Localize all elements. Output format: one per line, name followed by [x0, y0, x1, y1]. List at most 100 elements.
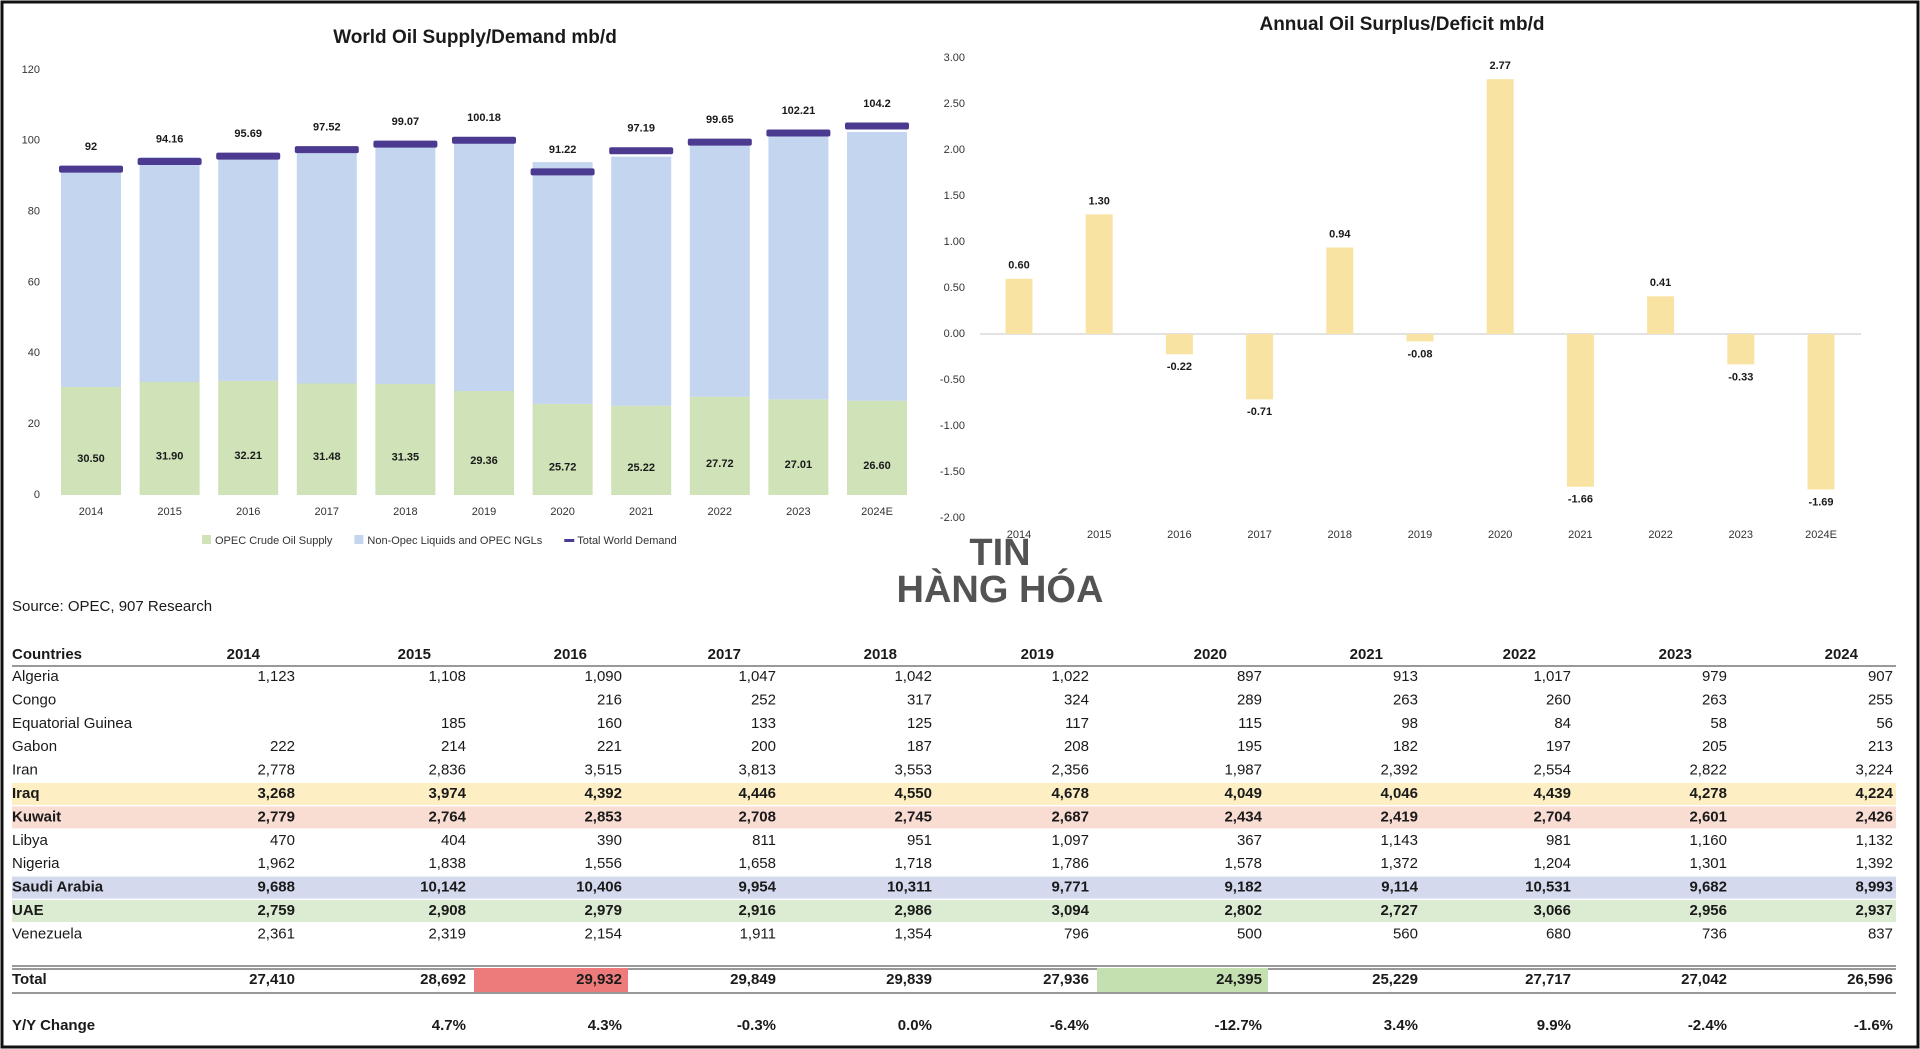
- bar: [1566, 334, 1594, 487]
- table-cell: 260: [1546, 691, 1571, 708]
- table-cell: 1,132: [1855, 832, 1893, 849]
- bar: [1246, 334, 1274, 400]
- data-label: 92: [85, 141, 97, 153]
- table-cell: 1,556: [584, 855, 622, 872]
- demand-marker: [687, 138, 752, 146]
- table-cell: 1,301: [1689, 855, 1727, 872]
- table-cell: 4,049: [1224, 785, 1262, 802]
- data-label: 97.52: [313, 122, 341, 134]
- bar-segment: [61, 386, 121, 495]
- table-cell: Congo: [12, 691, 56, 708]
- table-cell: 1,160: [1689, 832, 1727, 849]
- table-cell: 2,778: [257, 762, 295, 779]
- table-cell: 205: [1702, 738, 1727, 755]
- y-tick-label: 40: [28, 347, 40, 359]
- table-cell: 9,688: [257, 879, 295, 896]
- table-cell: 255: [1868, 691, 1893, 708]
- bar: [1486, 79, 1514, 334]
- data-label: 30.50: [77, 453, 105, 465]
- table-cell: 2,802: [1224, 902, 1262, 919]
- table-cell: 58: [1710, 715, 1727, 732]
- table-cell: Y/Y Change: [12, 1017, 95, 1034]
- data-label: 26.60: [863, 460, 891, 472]
- table-cell: 263: [1393, 691, 1418, 708]
- table-cell: 4,439: [1533, 785, 1571, 802]
- table-cell: 4.7%: [432, 1017, 466, 1034]
- data-label: 91.22: [549, 144, 577, 156]
- table-cell: 2,759: [257, 902, 295, 919]
- data-label: 100.18: [467, 112, 501, 124]
- y-tick-label: -2.00: [940, 512, 965, 524]
- demand-marker: [766, 129, 831, 137]
- bar-segment: [375, 383, 436, 495]
- table-cell: 2,601: [1689, 808, 1727, 825]
- table-cell: 27,717: [1525, 971, 1571, 988]
- bar-segment: [768, 134, 829, 400]
- x-tick-label: 2017: [315, 506, 339, 518]
- x-tick-label: 2024E: [1805, 529, 1837, 541]
- table-cell: 27,936: [1043, 971, 1089, 988]
- data-label: 1.30: [1088, 195, 1109, 207]
- table-cell: 470: [270, 832, 295, 849]
- table-cell: 680: [1546, 925, 1571, 942]
- y-tick-label: 1.00: [944, 236, 965, 248]
- bar-segment: [454, 140, 514, 392]
- table-cell: 26,596: [1847, 971, 1893, 988]
- table-cell: 1,372: [1380, 855, 1418, 872]
- demand-marker: [137, 158, 202, 166]
- table-cell: 1,123: [257, 668, 295, 685]
- table-cell: 3,094: [1051, 902, 1089, 919]
- table-cell: 216: [597, 691, 622, 708]
- x-tick-label: 2014: [1007, 529, 1031, 541]
- table-cell: 3,974: [428, 785, 466, 802]
- data-label: -1.69: [1808, 496, 1833, 508]
- table-cell: -2.4%: [1688, 1017, 1727, 1034]
- demand-marker: [216, 152, 281, 160]
- table-cell: 1,578: [1224, 855, 1262, 872]
- table-cell: 28,692: [420, 971, 466, 988]
- y-tick-label: 20: [28, 418, 40, 430]
- table-cell: 1,042: [894, 668, 932, 685]
- table-cell: 796: [1064, 925, 1089, 942]
- data-label: 0.41: [1650, 277, 1671, 289]
- demand-marker: [845, 122, 909, 130]
- column-header: 2021: [1350, 646, 1383, 663]
- table-cell: 2,764: [428, 808, 466, 825]
- y-tick-label: 0: [34, 489, 40, 501]
- bar-segment: [611, 156, 672, 406]
- x-tick-label: 2021: [629, 506, 653, 518]
- demand-marker: [294, 146, 359, 154]
- demand-marker: [452, 136, 516, 144]
- data-label: 25.22: [627, 462, 655, 474]
- data-label: -0.71: [1247, 406, 1272, 418]
- data-label: -0.22: [1167, 361, 1192, 373]
- watermark: TIN: [969, 532, 1030, 574]
- table-cell: 367: [1237, 832, 1262, 849]
- table-cell: Saudi Arabia: [12, 879, 104, 896]
- table-cell: 0.0%: [898, 1017, 932, 1034]
- table-cell: Equatorial Guinea: [12, 715, 133, 732]
- y-tick-label: -1.00: [940, 420, 965, 432]
- column-header: 2020: [1194, 646, 1227, 663]
- table-cell: 9,954: [738, 879, 776, 896]
- table-cell: 24,395: [1216, 971, 1262, 988]
- x-tick-label: 2019: [1408, 529, 1432, 541]
- table-cell: Total: [12, 971, 47, 988]
- table-cell: Gabon: [12, 738, 57, 755]
- x-tick-label: 2014: [79, 506, 103, 518]
- table-cell: 3,066: [1533, 902, 1571, 919]
- table-cell: 221: [597, 738, 622, 755]
- table-cell: 9,182: [1224, 879, 1262, 896]
- data-label: 31.48: [313, 451, 341, 463]
- table-cell: 3,515: [584, 762, 622, 779]
- column-header: 2015: [398, 646, 431, 663]
- table-cell: -0.3%: [737, 1017, 776, 1034]
- bar-segment: [296, 152, 357, 384]
- table-cell: 289: [1237, 691, 1262, 708]
- demand-marker: [59, 165, 123, 173]
- table-cell: 1,143: [1380, 832, 1418, 849]
- table-cell: 4,278: [1689, 785, 1727, 802]
- table-cell: 1,047: [738, 668, 776, 685]
- table-cell: 560: [1393, 925, 1418, 942]
- y-tick-label: -0.50: [940, 374, 965, 386]
